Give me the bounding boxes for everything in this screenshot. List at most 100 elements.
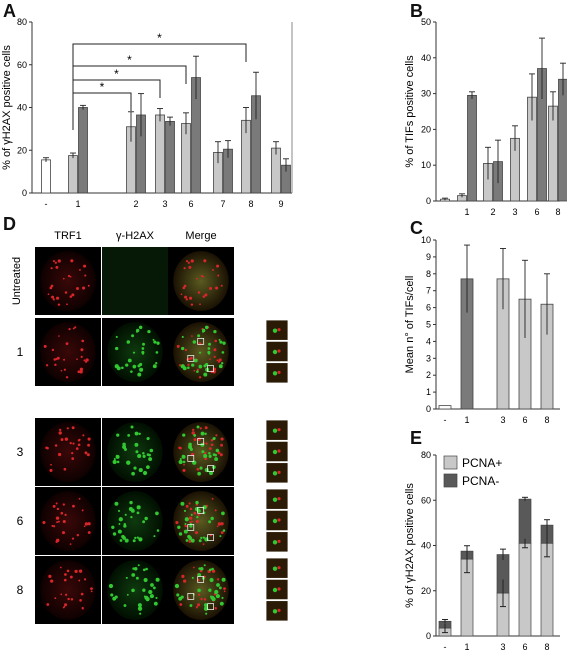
- telomere-spot: [180, 293, 183, 296]
- damage-focus: [141, 347, 145, 350]
- telomere-spot: [70, 598, 74, 601]
- damage-focus: [202, 328, 206, 333]
- x-tick-label: 8: [544, 642, 549, 652]
- telomere-spot: [188, 516, 193, 520]
- telomere-spot: [79, 367, 84, 371]
- damage-focus: [147, 329, 151, 334]
- telomere-spot: [71, 451, 74, 455]
- column-header: TRF1: [54, 230, 82, 242]
- damage-focus: [149, 594, 154, 599]
- telomere-spot: [194, 531, 199, 535]
- telomere-spot: [81, 509, 84, 512]
- inset-focus: [272, 587, 278, 593]
- damage-focus: [221, 351, 225, 354]
- telomere-spot: [69, 543, 72, 545]
- inset-focus: [272, 471, 278, 476]
- telomere-spot: [198, 593, 201, 596]
- damage-focus: [117, 529, 122, 534]
- panel-letter-e: E: [410, 428, 423, 448]
- damage-focus: [131, 573, 136, 577]
- telomere-spot: [54, 444, 58, 447]
- telomere-spot: [45, 364, 49, 367]
- damage-focus: [124, 538, 129, 543]
- telomere-spot: [214, 607, 217, 610]
- damage-focus: [197, 573, 202, 577]
- bar: [438, 405, 452, 410]
- damage-focus: [211, 597, 216, 602]
- telomere-spot: [188, 296, 193, 300]
- nucleus: [102, 247, 168, 315]
- damage-focus: [203, 454, 208, 459]
- damage-focus: [213, 437, 216, 440]
- telomere-spot: [79, 599, 82, 602]
- damage-focus: [205, 612, 208, 615]
- damage-focus: [142, 520, 146, 524]
- damage-focus: [138, 325, 143, 330]
- telomere-spot: [47, 293, 50, 296]
- telomere-spot: [57, 452, 62, 457]
- telomere-spot: [54, 261, 57, 264]
- telomere-spot: [197, 437, 202, 441]
- damage-focus: [214, 589, 219, 595]
- row-label: 1: [17, 345, 24, 359]
- telomere-spot: [87, 522, 91, 526]
- damage-focus: [203, 606, 209, 611]
- telomere-spot: [57, 520, 60, 523]
- inset-focus: [272, 566, 278, 571]
- x-tick-label: 1: [464, 207, 469, 217]
- damage-focus: [180, 595, 184, 599]
- telomere-spot: [52, 298, 55, 301]
- damage-focus: [181, 454, 186, 459]
- damage-focus: [122, 445, 127, 450]
- damage-focus: [138, 537, 143, 542]
- nucleus: [107, 560, 163, 620]
- y-tick-label: 10: [421, 160, 431, 170]
- y-tick-label: 10: [421, 235, 431, 245]
- telomere-spot: [83, 525, 86, 528]
- telomere-spot: [220, 522, 224, 526]
- x-tick-label: 7: [220, 199, 225, 209]
- telomere-spot: [55, 516, 60, 520]
- telomere-spot: [51, 524, 54, 527]
- telomere-spot: [187, 261, 190, 264]
- row-label: 6: [17, 514, 24, 528]
- telomere-spot: [196, 368, 200, 371]
- telomere-spot: [49, 468, 53, 472]
- telomere-spot: [84, 451, 88, 455]
- telomere-spot: [217, 451, 221, 455]
- damage-focus: [221, 577, 226, 582]
- damage-focus: [137, 603, 142, 608]
- damage-focus: [148, 457, 153, 462]
- damage-focus: [199, 466, 203, 470]
- telomere-spot: [69, 441, 72, 445]
- nucleus: [173, 422, 229, 482]
- telomere-spot: [199, 427, 202, 430]
- damage-focus: [156, 529, 160, 532]
- telomere-spot: [75, 447, 79, 451]
- significance-bracket: [72, 43, 247, 130]
- damage-focus: [108, 583, 114, 589]
- damage-focus: [131, 471, 135, 476]
- telomere-spot: [64, 573, 67, 576]
- telomere-spot: [185, 298, 188, 301]
- panel-letter-d: D: [3, 214, 16, 234]
- damage-focus: [153, 340, 157, 344]
- damage-focus: [198, 364, 203, 369]
- damage-focus: [155, 577, 160, 582]
- telomere-spot: [52, 504, 56, 508]
- telomere-spot: [202, 275, 205, 278]
- telomere-spot: [195, 519, 199, 524]
- damage-focus: [181, 346, 185, 351]
- damage-focus: [205, 362, 209, 367]
- damage-focus: [196, 425, 200, 429]
- zoom-box: [207, 465, 214, 472]
- column-header: γ-H2AX: [116, 230, 155, 242]
- x-tick-label: 2: [133, 199, 138, 209]
- damage-focus: [219, 535, 222, 538]
- telomere-spot: [64, 603, 68, 607]
- x-tick-label: 2: [490, 207, 495, 217]
- damage-focus: [133, 466, 137, 470]
- damage-focus: [221, 361, 224, 365]
- telomere-spot: [190, 520, 193, 523]
- telomere-spot: [63, 467, 67, 471]
